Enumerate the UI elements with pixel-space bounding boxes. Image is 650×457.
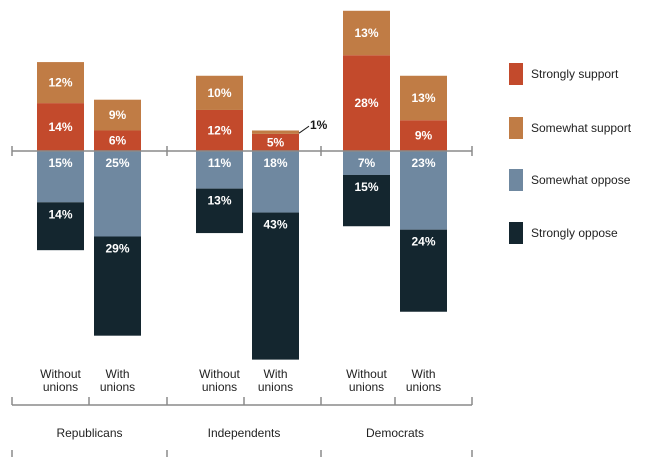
data-label-independents-with-unions-strongly-oppose: 43% [263, 218, 287, 232]
legend: Strongly support Somewhat support Somewhat… [509, 63, 632, 244]
data-label-independents-without-unions-somewhat-oppose: 11% [208, 156, 232, 170]
data-label-republicans-with-unions-strongly-oppose: 29% [105, 242, 129, 256]
data-label-independents-with-unions-somewhat-support: 1% [310, 118, 328, 132]
category-label-democrats-with-unions: With unions [406, 367, 441, 394]
category-label-republicans-with-unions: With unions [100, 367, 135, 394]
bar-democrats-with-unions-somewhat-support [400, 75, 447, 121]
bar-democrats-without-unions-somewhat-oppose [343, 151, 390, 175]
group-label-democrats: Democrats [366, 426, 424, 440]
data-label-democrats-with-unions-somewhat-oppose: 23% [411, 156, 435, 170]
bars-layer: 14% 12% 15% 14% 6% 9% 25% 29% 12% 10% 11% 13% 5% 1% 18… [37, 10, 447, 360]
category-label-democrats-without-unions: Without unions [346, 367, 387, 394]
bar-independents-without-unions-strongly-support [196, 109, 243, 151]
category-label-independents-without-unions: Without unions [199, 367, 240, 394]
legend-label-somewhat-support: Somewhat support [531, 121, 632, 135]
bar-democrats-without-unions-somewhat-support [343, 10, 390, 56]
bar-republicans-with-unions-somewhat-support [94, 99, 141, 131]
callout-line-independents-with-unions-somewhat-support [298, 125, 310, 134]
data-label-democrats-without-unions-strongly-oppose: 15% [354, 180, 378, 194]
legend-swatch-somewhat-oppose [509, 169, 523, 191]
bar-democrats-without-unions-strongly-oppose [343, 174, 390, 227]
data-label-democrats-with-unions-somewhat-support: 13% [411, 91, 435, 105]
data-label-democrats-without-unions-somewhat-support: 13% [354, 26, 378, 40]
data-label-independents-with-unions-strongly-support: 5% [267, 135, 285, 149]
data-label-republicans-with-unions-somewhat-oppose: 25% [105, 156, 129, 170]
data-label-democrats-with-unions-strongly-oppose: 24% [411, 235, 435, 249]
bar-independents-with-unions-strongly-support [252, 133, 299, 151]
legend-swatch-somewhat-support [509, 117, 523, 139]
bar-democrats-with-unions-strongly-oppose [400, 229, 447, 312]
legend-label-strongly-support: Strongly support [531, 67, 619, 81]
category-labels: Without unions With unions Without unions With… [40, 367, 441, 440]
bar-republicans-without-unions-strongly-support [37, 103, 84, 151]
data-label-democrats-with-unions-strongly-support: 9% [415, 129, 433, 143]
data-label-independents-without-unions-somewhat-support: 10% [207, 86, 231, 100]
bar-independents-with-unions-somewhat-oppose [252, 151, 299, 213]
bar-independents-without-unions-somewhat-support [196, 75, 243, 110]
data-label-independents-with-unions-somewhat-oppose: 18% [263, 156, 287, 170]
data-label-republicans-with-unions-somewhat-support: 9% [109, 108, 127, 122]
group-label-independents: Independents [208, 426, 281, 440]
bar-independents-without-unions-strongly-oppose [196, 188, 243, 234]
bar-republicans-without-unions-strongly-oppose [37, 202, 84, 251]
data-label-republicans-with-unions-strongly-support: 6% [109, 134, 127, 148]
bar-democrats-with-unions-somewhat-oppose [400, 151, 447, 230]
bar-republicans-without-unions-somewhat-support [37, 62, 84, 104]
axis-layer [11, 146, 473, 457]
data-label-republicans-without-unions-strongly-support: 14% [48, 120, 72, 134]
category-label-republicans-without-unions: Without unions [40, 367, 81, 394]
bar-independents-without-unions-somewhat-oppose [196, 151, 243, 189]
data-label-republicans-without-unions-strongly-oppose: 14% [48, 207, 72, 221]
bar-independents-with-unions-somewhat-support [252, 130, 299, 134]
category-label-independents-with-unions: With unions [258, 367, 293, 394]
legend-label-strongly-oppose: Strongly oppose [531, 226, 618, 240]
bar-independents-with-unions-strongly-oppose [252, 212, 299, 360]
bar-republicans-with-unions-somewhat-oppose [94, 151, 141, 237]
bar-republicans-with-unions-strongly-oppose [94, 236, 141, 336]
data-label-independents-without-unions-strongly-oppose: 13% [207, 194, 231, 208]
bar-democrats-with-unions-strongly-support [400, 120, 447, 151]
legend-swatch-strongly-support [509, 63, 523, 85]
bar-republicans-without-unions-somewhat-oppose [37, 151, 84, 203]
data-label-independents-without-unions-strongly-support: 12% [207, 123, 231, 137]
legend-swatch-strongly-oppose [509, 222, 523, 244]
group-label-republicans: Republicans [56, 426, 122, 440]
data-label-republicans-without-unions-somewhat-support: 12% [48, 76, 72, 90]
bar-republicans-with-unions-strongly-support [94, 130, 141, 151]
legend-label-somewhat-oppose: Somewhat oppose [531, 173, 631, 187]
data-label-republicans-without-unions-somewhat-oppose: 15% [48, 156, 72, 170]
bar-democrats-without-unions-strongly-support [343, 55, 390, 151]
data-label-democrats-without-unions-strongly-support: 28% [354, 96, 378, 110]
data-label-democrats-without-unions-somewhat-oppose: 7% [358, 156, 376, 170]
